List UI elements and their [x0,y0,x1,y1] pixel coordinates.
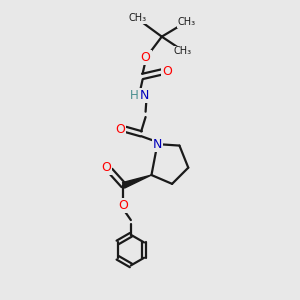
Text: N: N [153,138,162,151]
Text: N: N [140,89,149,102]
Text: CH₃: CH₃ [129,14,147,23]
Text: O: O [101,161,111,174]
Text: CH₃: CH₃ [178,17,196,27]
Text: CH₃: CH₃ [173,46,191,56]
Text: O: O [162,65,172,79]
Text: O: O [141,51,151,64]
Text: N: N [153,138,162,151]
Text: H: H [130,89,139,102]
Text: O: O [116,123,125,136]
Polygon shape [122,175,152,188]
Text: O: O [118,200,128,212]
